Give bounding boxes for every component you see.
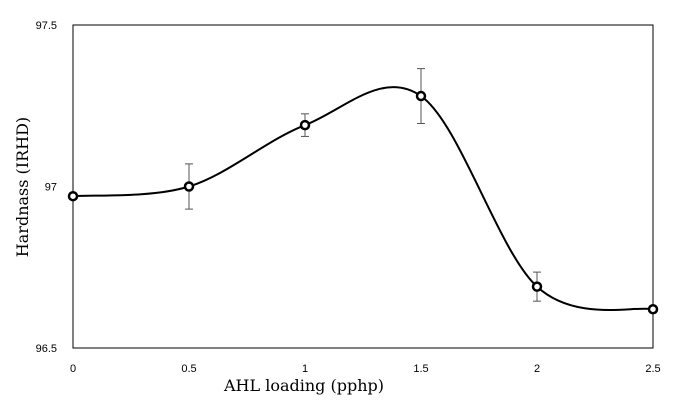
data-point [647,303,659,315]
data-points [67,90,659,315]
y-tick-label: 97.5 [36,20,57,32]
smoothed-series-line [72,86,654,311]
plot-area-frame [72,24,654,349]
y-tick-labels: 96.5 97 97.5 [36,20,57,355]
data-point [299,119,311,131]
y-tick-label: 96.5 [36,343,57,355]
x-tick-label: 2.5 [645,363,660,375]
data-point [67,190,79,202]
x-tick-label: 1 [302,363,308,375]
data-point [183,181,195,192]
y-axis-title: Hardnass (IRHD) [13,117,32,257]
y-tick-label: 97 [45,182,57,194]
x-tick-labels: 0 0.5 1 1.5 2 2.5 [70,363,661,375]
data-point [531,281,543,292]
x-tick-label: 1.5 [413,363,428,375]
x-tick-label: 2 [534,363,540,375]
error-bars [185,68,541,302]
data-point [415,90,427,102]
x-tick-label: 0.5 [181,363,196,375]
x-axis-title: AHL loading (pphp) [223,376,384,395]
x-tick-label: 0 [70,363,76,375]
